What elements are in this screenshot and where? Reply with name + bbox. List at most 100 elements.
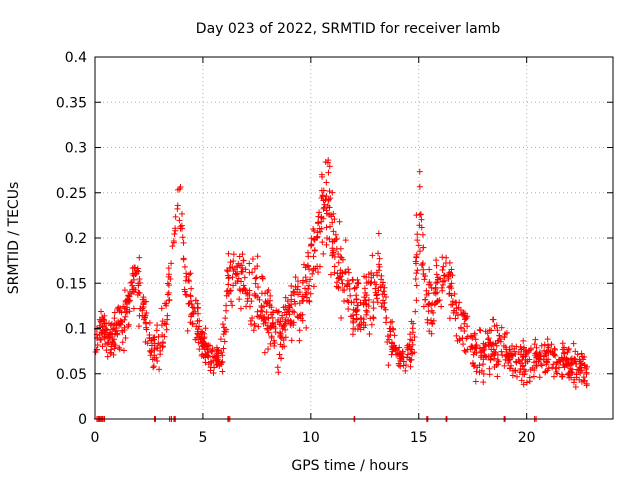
data-point xyxy=(408,350,415,357)
data-point xyxy=(282,326,289,333)
data-point xyxy=(282,294,289,301)
data-point xyxy=(368,321,375,328)
y-tick-label: 0.05 xyxy=(56,367,87,383)
data-point xyxy=(426,266,433,273)
data-point xyxy=(296,337,303,344)
data-point xyxy=(360,301,367,308)
data-point xyxy=(428,284,435,291)
data-point xyxy=(284,298,291,305)
data-point xyxy=(348,313,355,320)
data-point xyxy=(516,369,523,376)
data-point xyxy=(532,336,539,343)
data-point xyxy=(370,315,377,322)
data-point xyxy=(364,309,371,316)
data-point xyxy=(530,373,537,380)
data-point xyxy=(342,237,349,244)
data-point xyxy=(196,317,203,324)
data-point xyxy=(255,323,262,330)
x-tick-label: 20 xyxy=(518,430,536,446)
data-point xyxy=(219,352,226,359)
data-point xyxy=(262,290,269,297)
data-point xyxy=(335,251,342,258)
data-point xyxy=(489,316,496,323)
data-point xyxy=(498,348,505,355)
data-point xyxy=(526,374,533,381)
data-point xyxy=(249,315,256,322)
data-point xyxy=(230,251,237,258)
data-point xyxy=(335,285,342,292)
data-point xyxy=(571,376,578,383)
data-point xyxy=(264,326,271,333)
data-point xyxy=(561,364,568,371)
data-point xyxy=(439,254,446,261)
data-point xyxy=(244,298,251,305)
data-point xyxy=(220,345,227,352)
data-point xyxy=(165,289,172,296)
data-point xyxy=(545,356,552,363)
data-point xyxy=(553,369,560,376)
data-point xyxy=(281,309,288,316)
data-point xyxy=(356,321,363,328)
data-point xyxy=(277,341,284,348)
data-point xyxy=(195,326,202,333)
data-point xyxy=(296,289,303,296)
data-point xyxy=(150,363,157,370)
data-point xyxy=(114,331,121,338)
data-point xyxy=(372,285,379,292)
data-point xyxy=(224,267,231,274)
data-point xyxy=(512,367,519,374)
data-point xyxy=(572,348,579,355)
data-point xyxy=(221,338,228,345)
data-point xyxy=(461,320,468,327)
data-point xyxy=(388,339,395,346)
data-point xyxy=(141,314,148,321)
data-point xyxy=(202,325,209,332)
data-point xyxy=(486,371,493,378)
data-point xyxy=(281,343,288,350)
data-point xyxy=(382,306,389,313)
data-point xyxy=(420,244,427,251)
data-point xyxy=(424,316,431,323)
data-point xyxy=(190,310,197,317)
data-point xyxy=(365,296,372,303)
data-point xyxy=(379,300,386,307)
data-point xyxy=(413,260,420,267)
data-point xyxy=(493,342,500,349)
data-point xyxy=(504,353,511,360)
data-point xyxy=(423,287,430,294)
data-point xyxy=(195,310,202,317)
data-point xyxy=(319,173,326,180)
data-point xyxy=(303,297,310,304)
grid-lines xyxy=(95,57,613,419)
data-point xyxy=(155,333,162,340)
data-point xyxy=(168,260,175,267)
data-point xyxy=(338,276,345,283)
data-point xyxy=(303,324,310,331)
data-point xyxy=(156,342,163,349)
data-point xyxy=(182,291,189,298)
data-point xyxy=(236,296,243,303)
data-point xyxy=(386,336,393,343)
data-point xyxy=(287,317,294,324)
data-point xyxy=(233,271,240,278)
data-point xyxy=(464,333,471,340)
data-point xyxy=(296,327,303,334)
data-point xyxy=(581,377,588,384)
data-point xyxy=(580,356,587,363)
data-point xyxy=(146,332,153,339)
data-point xyxy=(300,277,307,284)
data-point xyxy=(496,332,503,339)
data-point xyxy=(377,283,384,290)
data-point xyxy=(92,349,99,356)
data-point xyxy=(291,289,298,296)
data-point xyxy=(330,228,337,235)
data-point xyxy=(426,300,433,307)
data-point xyxy=(98,319,105,326)
data-point xyxy=(433,298,440,305)
data-point xyxy=(328,213,335,220)
data-point xyxy=(531,341,538,348)
data-point xyxy=(329,189,336,196)
data-point xyxy=(374,299,381,306)
data-point xyxy=(196,346,203,353)
data-point xyxy=(119,327,126,334)
